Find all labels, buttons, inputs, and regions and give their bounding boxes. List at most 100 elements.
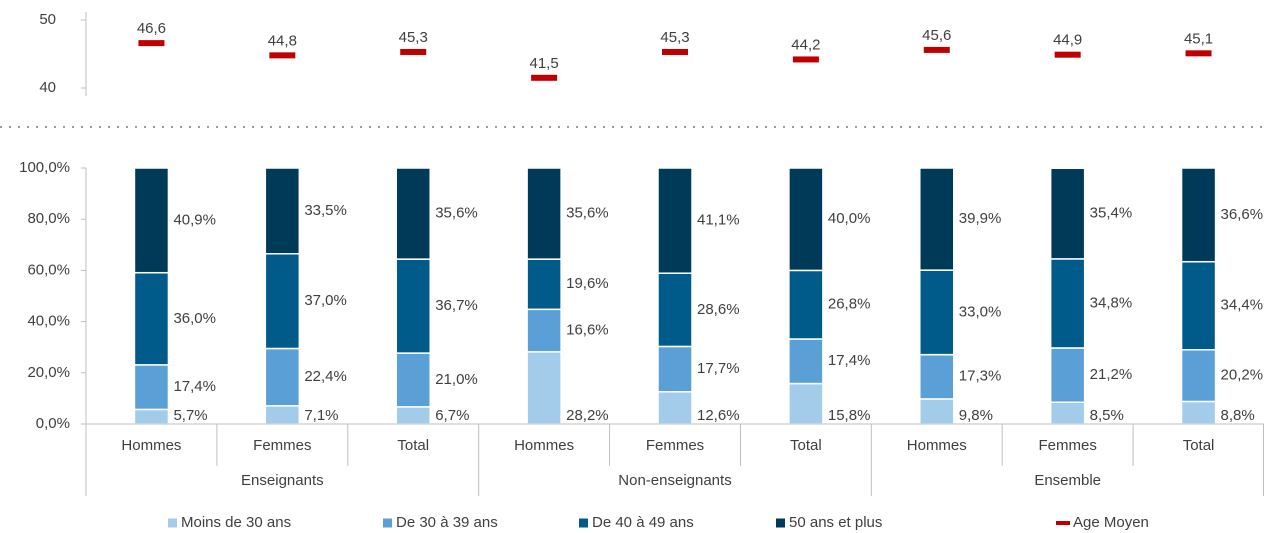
x-tick-label: Hommes — [121, 437, 181, 454]
bar-segment — [133, 408, 170, 425]
bar-segment — [1049, 167, 1086, 260]
y-tick-label: 60,0% — [27, 261, 70, 278]
bar-segment — [1180, 400, 1217, 425]
value-label: 45,3 — [399, 29, 428, 46]
bar-segment — [788, 382, 824, 425]
marker — [400, 48, 427, 55]
bar-segment — [526, 351, 562, 425]
bar-segment — [395, 258, 431, 354]
legend-label: De 40 à 49 ans — [592, 514, 694, 531]
value-label: 9,8% — [959, 407, 993, 424]
value-label: 41,5 — [530, 55, 559, 72]
legend-label: Moins de 30 ans — [181, 514, 291, 531]
bar-segment — [788, 269, 824, 340]
bar-segment — [526, 167, 562, 260]
value-label: 36,6% — [1221, 206, 1264, 223]
value-label: 35,6% — [566, 205, 609, 222]
value-label: 6,7% — [435, 407, 469, 424]
legend-swatch — [776, 518, 785, 528]
value-label: 5,7% — [173, 407, 207, 424]
bar-segment — [526, 258, 562, 311]
marker — [269, 52, 296, 59]
bar-segment — [133, 364, 170, 411]
bar-segment — [133, 271, 170, 366]
y-tick-label: 50 — [39, 11, 56, 28]
value-label: 41,1% — [697, 212, 740, 229]
x-tick-label: Femmes — [646, 437, 704, 454]
bar-segment — [264, 347, 301, 407]
bar-segment — [919, 167, 955, 271]
value-label: 20,2% — [1221, 367, 1264, 384]
value-label: 45,1 — [1184, 30, 1213, 47]
bar-segment — [133, 167, 170, 274]
value-label: 17,4% — [828, 352, 871, 369]
group-label: Non-enseignants — [618, 472, 731, 489]
value-label: 17,3% — [959, 368, 1002, 385]
value-label: 40,9% — [173, 211, 216, 228]
value-label: 22,4% — [304, 368, 347, 385]
bar-segment — [1180, 349, 1217, 403]
x-tick-label: Hommes — [907, 437, 967, 454]
value-label: 45,3 — [660, 29, 689, 46]
value-label: 33,5% — [304, 202, 347, 219]
bar-segment — [919, 398, 955, 425]
value-label: 19,6% — [566, 275, 609, 292]
bar-segment — [657, 167, 693, 274]
bar-segment — [919, 353, 955, 400]
value-label: 35,4% — [1090, 205, 1133, 222]
x-tick-label: Femmes — [253, 437, 311, 454]
marker — [531, 74, 558, 81]
bar-segment — [788, 338, 824, 385]
bar-segment — [526, 308, 562, 353]
legend-label: De 30 à 39 ans — [396, 514, 498, 531]
value-label: 15,8% — [828, 407, 871, 424]
group-label: Enseignants — [241, 472, 324, 489]
value-label: 40,0% — [828, 210, 871, 227]
value-label: 37,0% — [304, 292, 347, 309]
marker — [662, 48, 688, 55]
bar-segment — [657, 390, 693, 425]
value-label: 12,6% — [697, 407, 740, 424]
bar-segment — [1049, 401, 1086, 425]
value-label: 28,6% — [697, 301, 740, 318]
y-tick-label: 0,0% — [36, 415, 70, 432]
marker — [792, 56, 819, 63]
y-tick-label: 40,0% — [27, 313, 70, 330]
legend-swatch — [383, 518, 392, 528]
bar-segment — [264, 167, 301, 255]
value-label: 45,6 — [922, 27, 951, 44]
legend-swatch — [168, 518, 177, 528]
bar-segment — [1180, 167, 1217, 263]
value-label: 44,8 — [268, 32, 297, 49]
x-tick-label: Femmes — [1038, 437, 1096, 454]
bar-segment — [264, 253, 301, 350]
value-label: 21,0% — [435, 371, 478, 388]
legend-swatch — [1056, 521, 1070, 525]
bar-segment — [1049, 258, 1086, 349]
legend-swatch — [579, 518, 588, 528]
x-tick-label: Total — [397, 437, 429, 454]
value-label: 36,7% — [435, 297, 478, 314]
value-label: 17,4% — [173, 378, 216, 395]
value-label: 36,0% — [173, 310, 216, 327]
value-label: 26,8% — [828, 296, 871, 313]
bar-segment — [919, 269, 955, 356]
legend-label: Age Moyen — [1073, 514, 1149, 531]
value-label: 33,0% — [959, 303, 1002, 320]
marker — [138, 40, 165, 47]
y-tick-label: 100,0% — [19, 159, 70, 176]
bar-segment — [657, 272, 693, 348]
bar-segment — [395, 406, 431, 425]
value-label: 39,9% — [959, 210, 1002, 227]
marker — [1185, 50, 1212, 57]
value-label: 17,7% — [697, 360, 740, 377]
bar-segment — [788, 167, 824, 272]
group-label: Ensemble — [1034, 472, 1101, 489]
bar-segment — [395, 352, 431, 408]
bar-segment — [395, 167, 431, 260]
value-label: 8,5% — [1090, 407, 1124, 424]
bar-segment — [1049, 347, 1086, 403]
x-tick-label: Hommes — [514, 437, 574, 454]
value-label: 21,2% — [1090, 366, 1133, 383]
value-label: 35,6% — [435, 205, 478, 222]
